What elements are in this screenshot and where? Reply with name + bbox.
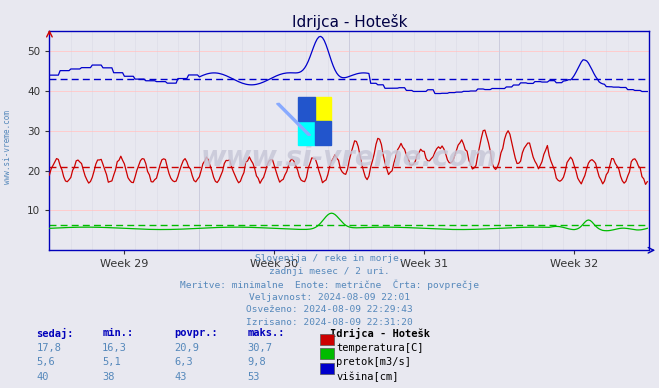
- Text: www.si-vreme.com: www.si-vreme.com: [3, 111, 13, 184]
- Text: 43: 43: [175, 372, 187, 382]
- Text: Osveženo: 2024-08-09 22:29:43: Osveženo: 2024-08-09 22:29:43: [246, 305, 413, 314]
- Text: 20,9: 20,9: [175, 343, 200, 353]
- Text: višina[cm]: višina[cm]: [336, 372, 399, 383]
- Bar: [299, 121, 315, 145]
- Title: Idrijca - Hotešk: Idrijca - Hotešk: [291, 14, 407, 30]
- Text: temperatura[C]: temperatura[C]: [336, 343, 424, 353]
- Text: 40: 40: [36, 372, 49, 382]
- Text: Slovenija / reke in morje.: Slovenija / reke in morje.: [255, 254, 404, 263]
- Text: maks.:: maks.:: [247, 328, 285, 338]
- Text: 5,6: 5,6: [36, 357, 55, 367]
- Bar: [315, 97, 331, 121]
- Text: 38: 38: [102, 372, 115, 382]
- Text: pretok[m3/s]: pretok[m3/s]: [336, 357, 411, 367]
- Text: zadnji mesec / 2 uri.: zadnji mesec / 2 uri.: [269, 267, 390, 276]
- Bar: [299, 97, 315, 121]
- Text: Veljavnost: 2024-08-09 22:01: Veljavnost: 2024-08-09 22:01: [249, 293, 410, 301]
- Text: 5,1: 5,1: [102, 357, 121, 367]
- Text: povpr.:: povpr.:: [175, 328, 218, 338]
- Text: 30,7: 30,7: [247, 343, 272, 353]
- Text: Izrisano: 2024-08-09 22:31:20: Izrisano: 2024-08-09 22:31:20: [246, 318, 413, 327]
- Text: Idrijca - Hotešk: Idrijca - Hotešk: [330, 328, 430, 339]
- Text: 17,8: 17,8: [36, 343, 61, 353]
- Text: 16,3: 16,3: [102, 343, 127, 353]
- Text: min.:: min.:: [102, 328, 133, 338]
- Text: Meritve: minimalne  Enote: metrične  Črta: povprečje: Meritve: minimalne Enote: metrične Črta:…: [180, 280, 479, 290]
- Text: 53: 53: [247, 372, 260, 382]
- Text: 6,3: 6,3: [175, 357, 193, 367]
- Bar: [277, 103, 310, 135]
- Text: www.si-vreme.com: www.si-vreme.com: [201, 144, 498, 172]
- Bar: [315, 121, 331, 145]
- Text: sedaj:: sedaj:: [36, 328, 74, 339]
- Text: 9,8: 9,8: [247, 357, 266, 367]
